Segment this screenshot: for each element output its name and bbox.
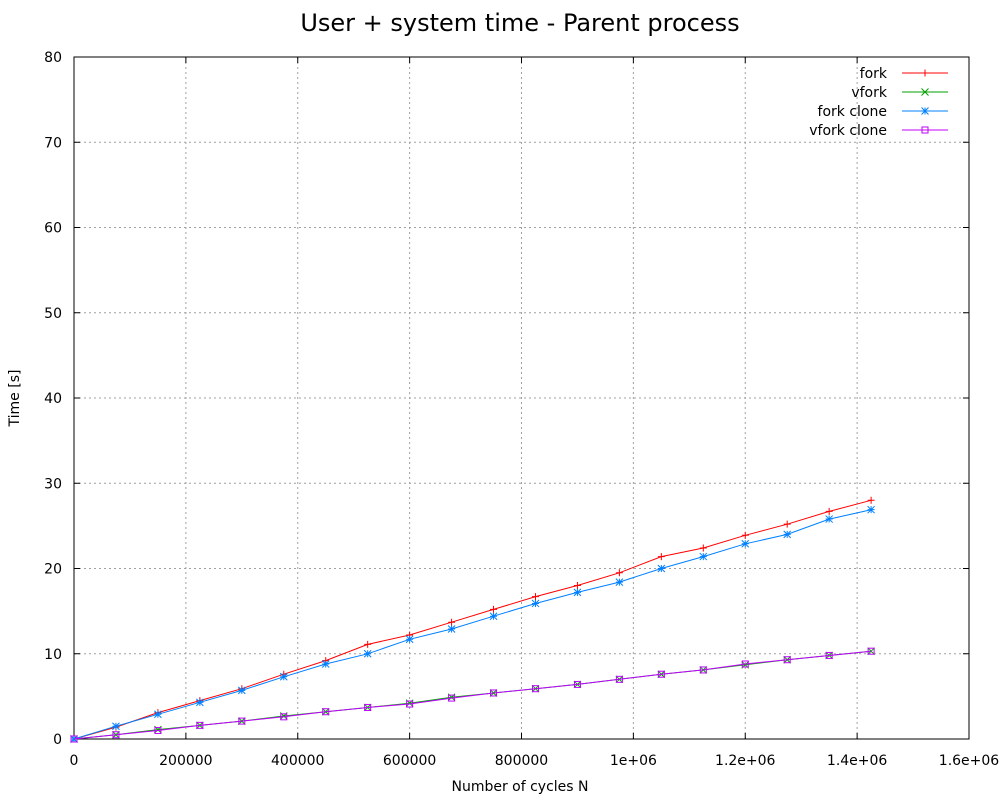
data-point-star [825,515,834,523]
data-point-square [867,647,875,655]
data-point-plus [921,69,929,77]
data-point-star [405,635,414,644]
series-line [73,650,872,740]
data-point-square [921,126,929,134]
data-point-star [279,672,288,681]
chart-title: User + system time - Parent process [300,9,739,37]
x-tick-label: 1.4e+06 [827,753,888,769]
data-point-square [238,717,246,725]
data-point-star [196,698,204,707]
data-point-star [573,588,582,597]
series-line [73,509,872,740]
data-point-square [280,713,288,721]
y-tick-label: 10 [44,647,62,663]
data-point-square [573,680,581,688]
grid [74,57,969,739]
x-tick-label: 1.2e+06 [715,753,776,769]
data-point-star [741,539,750,548]
data-point-plus [657,553,665,561]
data-point-square [196,721,204,729]
legend-item: fork [860,66,948,82]
data-point-square [364,703,372,711]
data-point-square [322,708,330,716]
data-point-square [70,735,78,743]
data-point-plus [531,593,539,601]
data-point-plus [615,569,623,577]
data-point-star [699,552,708,561]
data-point-square [699,666,707,674]
x-axis-label: Number of cycles N [451,779,588,795]
y-axis-label: Time [s] [7,370,23,428]
data-point-square [112,731,120,739]
data-point-cross [921,88,929,96]
data-point-square [531,685,539,693]
data-point-plus [783,520,791,528]
data-point-square [741,660,749,668]
data-point-star [363,649,372,658]
data-point-star [783,530,792,539]
legend-item: vfork [851,85,948,101]
data-point-plus [573,582,581,590]
data-point-star [321,660,330,668]
data-point-star [489,612,498,621]
axis-ticks: 0 200000 400000 600000 800000 1e+06 1.2e+06 1.4… [44,50,999,769]
data-point-star [921,107,929,115]
legend-item: vfork clone [809,123,948,139]
x-tick-label: 1.6e+06 [939,753,1000,769]
y-tick-label: 40 [44,391,62,407]
series-fork-clone [70,505,875,743]
x-tick-label: 200000 [159,753,212,769]
x-tick-label: 400000 [271,753,324,769]
data-point-square [490,689,498,697]
legend-label: fork clone [818,104,887,120]
x-tick-label: 800000 [495,753,548,769]
series-fork [70,496,875,743]
x-tick-label: 1e+06 [610,753,657,769]
y-tick-label: 50 [44,306,62,322]
data-point-plus [490,605,498,613]
series-line [73,499,872,740]
data-point-cross [867,647,875,656]
data-point-star [154,710,162,719]
data-point-square [154,726,162,734]
data-point-square [406,700,414,708]
data-point-star [447,625,456,633]
y-tick-label: 60 [44,221,62,237]
legend-item: fork clone [818,104,948,120]
data-point-plus [867,496,875,504]
y-tick-label: 80 [44,50,62,66]
y-tick-label: 30 [44,476,62,492]
series-vfork-clone [70,647,875,743]
legend-label: vfork [851,85,888,101]
data-point-star [615,578,624,586]
legend-label: vfork clone [809,123,887,139]
y-tick-label: 20 [44,562,62,578]
data-point-star [657,564,666,573]
data-point-square [615,675,623,683]
data-point-square [657,670,665,678]
data-point-star [531,599,540,608]
data-point-plus [364,640,372,648]
series-layer [70,496,875,743]
data-point-star [237,686,246,695]
data-point-plus [741,531,749,539]
data-point-star [112,722,120,731]
data-point-plus [448,618,456,626]
x-tick-label: 0 [70,753,79,769]
y-tick-label: 70 [44,135,62,151]
legend: fork vfork fork clone vfork clone [809,66,948,139]
data-point-star [867,505,875,514]
data-point-square [783,656,791,664]
data-point-plus [825,507,833,515]
x-tick-label: 600000 [383,753,436,769]
y-tick-label: 0 [53,732,62,748]
data-point-square [825,651,833,659]
data-point-plus [699,544,707,552]
legend-label: fork [860,66,888,82]
data-point-square [448,694,456,702]
